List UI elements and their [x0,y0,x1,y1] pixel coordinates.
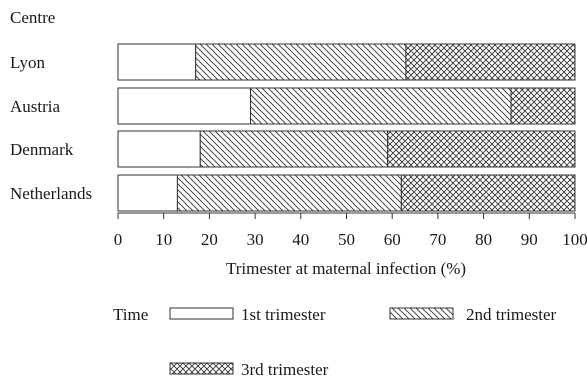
x-tick-label-90: 90 [521,230,538,249]
legend-label-3rd-trimester: 3rd trimester [241,360,329,379]
legend-title: Time [113,305,148,324]
bar-austria-3rd-trimester [510,87,576,125]
x-axis-ticks: 0 10 20 30 40 50 60 70 80 90 100 [114,213,587,249]
category-label-austria: Austria [10,97,61,116]
legend: Time 1st trimester 2nd trimester 3rd trime… [113,305,557,379]
x-tick-label-40: 40 [292,230,309,249]
x-tick-label-30: 30 [247,230,264,249]
category-labels: Lyon Austria Denmark Netherlands [10,53,92,203]
bar-lyon-1st-trimester [117,43,197,81]
y-axis-title: Centre [10,8,55,27]
bar-lyon-2nd-trimester [195,43,407,81]
category-label-denmark: Denmark [10,140,74,159]
x-tick-label-50: 50 [338,230,355,249]
x-tick-label-20: 20 [201,230,218,249]
bar-austria-1st-trimester [117,87,252,125]
bars-group [117,43,576,212]
legend-label-1st-trimester: 1st trimester [241,305,326,324]
x-tick-label-10: 10 [155,230,172,249]
bar-austria-2nd-trimester [250,87,512,125]
bar-denmark-2nd-trimester [199,130,389,168]
x-tick-label-60: 60 [384,230,401,249]
legend-label-2nd-trimester: 2nd trimester [466,305,557,324]
legend-swatch-3rd-trimester [169,362,234,375]
bar-netherlands-2nd-trimester [176,174,402,212]
x-axis-title: Trimester at maternal infection (%) [226,259,466,278]
bar-netherlands-3rd-trimester [400,174,576,212]
bar-denmark-1st-trimester [117,130,201,168]
x-tick-label-80: 80 [475,230,492,249]
x-tick-label-70: 70 [429,230,446,249]
x-tick-label-100: 100 [562,230,587,249]
x-tick-label-0: 0 [114,230,123,249]
bar-netherlands-1st-trimester [117,174,178,212]
legend-swatch-2nd-trimester [389,307,454,320]
bar-lyon-3rd-trimester [405,43,576,81]
category-label-netherlands: Netherlands [10,184,92,203]
legend-swatch-1st-trimester [169,307,234,320]
bar-denmark-3rd-trimester [387,130,576,168]
category-label-lyon: Lyon [10,53,45,72]
